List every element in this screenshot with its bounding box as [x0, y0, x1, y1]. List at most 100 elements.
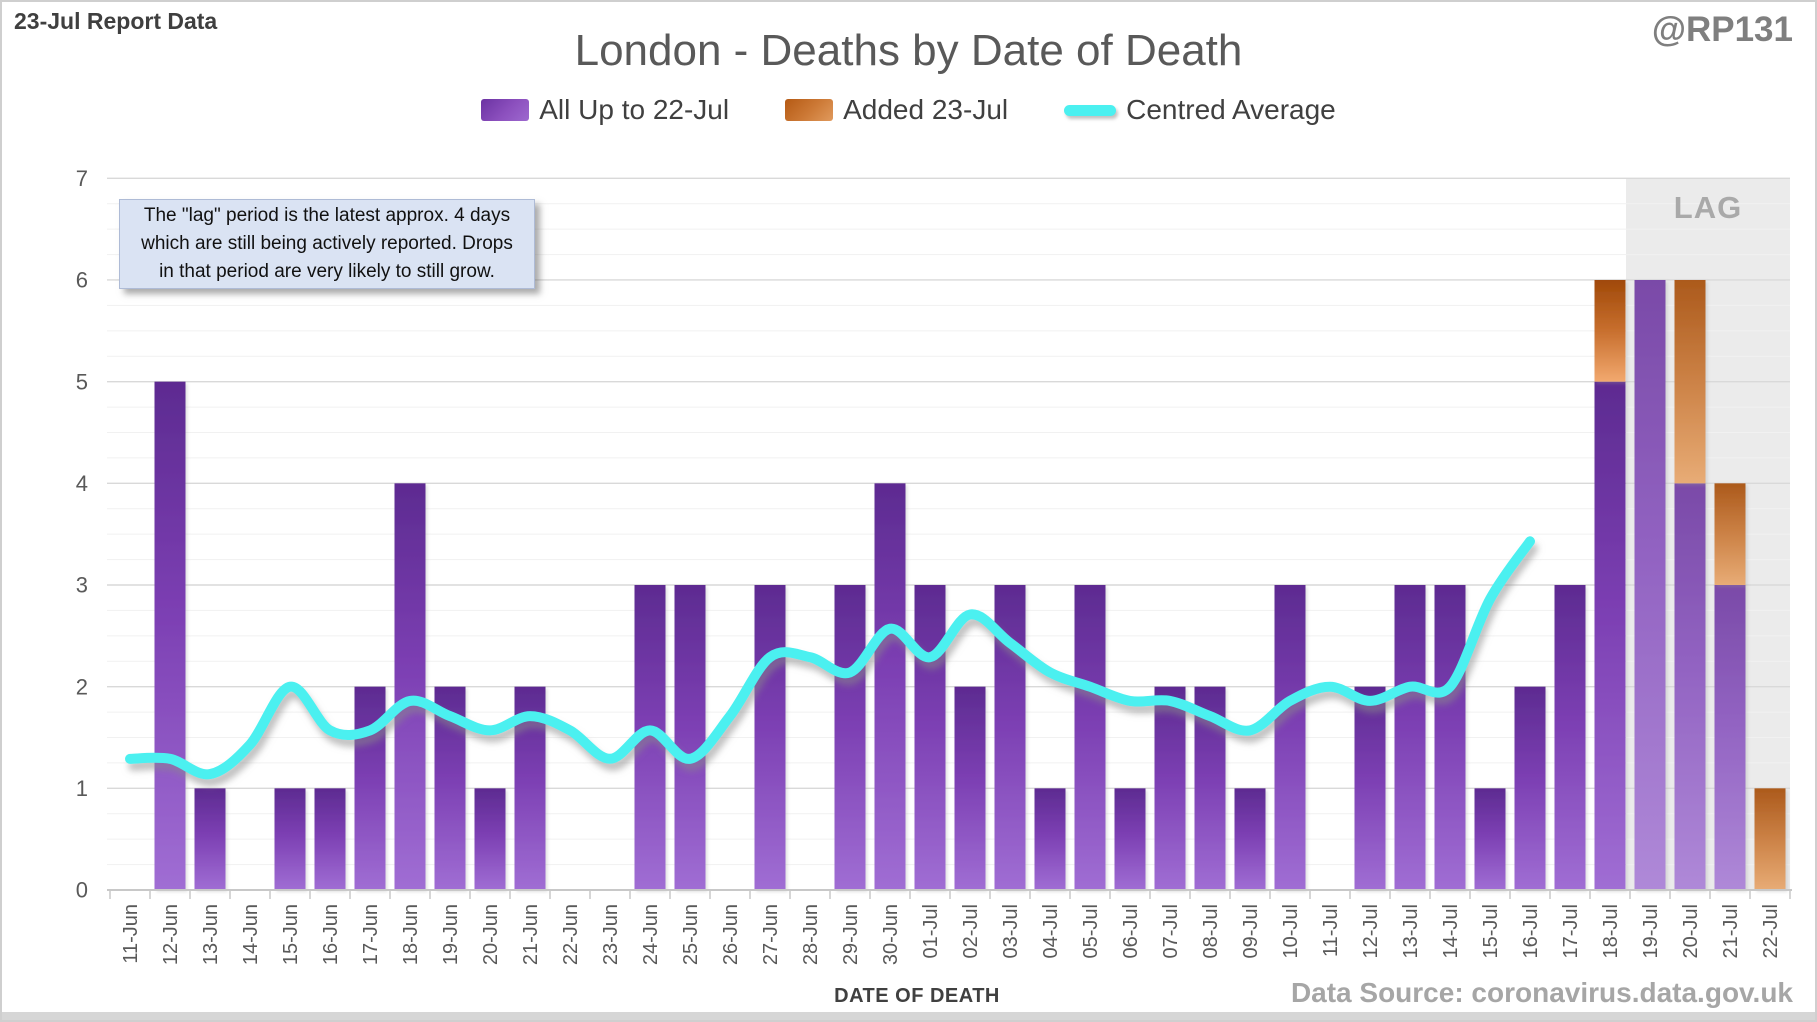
bar-added-18-Jul	[1594, 279, 1626, 382]
x-tick-label: 02-Jul	[960, 904, 982, 958]
lag-annotation-callout: The "lag" period is the latest approx. 4…	[119, 199, 535, 289]
chart-title: London - Deaths by Date of Death	[574, 26, 1243, 75]
bar-deaths-17-Jul	[1554, 584, 1586, 890]
bar-deaths-18-Jul	[1594, 381, 1626, 890]
bar-added-22-Jul	[1754, 788, 1786, 890]
x-tick-label: 18-Jul	[1600, 904, 1622, 958]
bar-deaths-30-Jun	[874, 483, 906, 890]
x-tick-label: 22-Jul	[1760, 904, 1782, 958]
data-source-credit: Data Source: coronavirus.data.gov.uk	[1290, 977, 1793, 1008]
y-tick-label: 5	[76, 369, 88, 394]
x-tick-label: 08-Jul	[1200, 904, 1222, 958]
legend-item-centred-average: Centred Average	[1064, 94, 1336, 126]
bar-added-20-Jul	[1674, 279, 1706, 484]
x-tick-label: 01-Jul	[920, 904, 942, 958]
bar-deaths-21-Jul	[1714, 584, 1746, 890]
bar-added-21-Jul	[1714, 483, 1746, 585]
x-tick-label: 10-Jul	[1280, 904, 1302, 958]
x-tick-label: 12-Jul	[1360, 904, 1382, 958]
bar-deaths-14-Jul	[1434, 584, 1466, 890]
y-tick-label: 6	[76, 268, 88, 293]
x-tick-label: 20-Jun	[480, 904, 502, 965]
x-tick-label: 19-Jul	[1640, 904, 1662, 958]
x-tick-label: 11-Jun	[120, 904, 142, 964]
y-tick-label: 2	[76, 674, 88, 699]
x-tick-label: 26-Jun	[720, 904, 742, 965]
bar-deaths-01-Jul	[914, 584, 946, 890]
x-tick-label: 21-Jul	[1720, 904, 1742, 958]
bar-deaths-13-Jun	[194, 788, 226, 890]
report-date-label: 23-Jul Report Data	[14, 8, 218, 34]
author-handle: @RP131	[1651, 10, 1793, 49]
x-tick-label: 04-Jul	[1040, 904, 1062, 958]
centred-average-line	[125, 536, 1535, 780]
x-tick-label: 14-Jun	[240, 904, 262, 965]
bar-deaths-20-Jun	[474, 788, 506, 890]
bar-deaths-19-Jul	[1634, 279, 1666, 891]
x-tick-label: 06-Jul	[1120, 904, 1142, 958]
x-tick-label: 11-Jul	[1320, 904, 1342, 957]
x-tick-label: 29-Jun	[840, 904, 862, 965]
bar-deaths-10-Jul	[1274, 584, 1306, 890]
bar-deaths-16-Jul	[1514, 686, 1546, 890]
legend: All Up to 22-Jul Added 23-Jul Centred Av…	[2, 94, 1815, 126]
bar-deaths-07-Jul	[1154, 686, 1186, 890]
x-tick-label: 21-Jun	[520, 904, 542, 965]
bar-deaths-27-Jun	[754, 584, 786, 890]
x-tick-label: 17-Jun	[360, 904, 382, 965]
bar-deaths-06-Jul	[1114, 788, 1146, 890]
cyan-line-swatch-icon	[1064, 104, 1117, 116]
x-tick-label: 23-Jun	[600, 904, 622, 965]
y-tick-label: 1	[76, 776, 88, 801]
x-tick-label: 15-Jun	[280, 904, 302, 965]
orange-bar-swatch-icon	[785, 99, 834, 121]
bottom-window-strip	[2, 1012, 1815, 1020]
legend-label: Added 23-Jul	[843, 94, 1009, 125]
bar-deaths-13-Jul	[1394, 584, 1426, 890]
x-tick-label: 24-Jun	[640, 904, 662, 965]
x-tick-label: 13-Jun	[200, 904, 222, 965]
x-tick-label: 16-Jul	[1520, 904, 1542, 958]
bar-deaths-12-Jun	[154, 381, 186, 890]
x-tick-label: 12-Jun	[160, 904, 182, 965]
bar-deaths-02-Jul	[954, 686, 986, 890]
x-tick-label: 16-Jun	[320, 904, 342, 965]
bar-deaths-25-Jun	[674, 584, 706, 890]
bar-deaths-09-Jul	[1234, 788, 1266, 890]
bar-deaths-29-Jun	[834, 584, 866, 890]
legend-item-added: Added 23-Jul	[785, 94, 1008, 126]
x-tick-label: 13-Jul	[1400, 904, 1422, 958]
x-tick-label: 27-Jun	[760, 904, 782, 965]
lag-region-label: LAG	[1673, 190, 1743, 225]
x-tick-label: 22-Jun	[560, 904, 582, 965]
bar-deaths-15-Jul	[1474, 788, 1506, 890]
x-tick-label: 07-Jul	[1160, 904, 1182, 958]
x-tick-label: 09-Jul	[1240, 904, 1262, 958]
x-tick-label: 14-Jul	[1440, 904, 1462, 958]
x-tick-label: 05-Jul	[1080, 904, 1102, 958]
x-tick-label: 19-Jun	[440, 904, 462, 965]
y-tick-label: 7	[76, 166, 88, 191]
bar-deaths-15-Jun	[274, 788, 306, 890]
bar-deaths-12-Jul	[1354, 686, 1386, 890]
bar-deaths-05-Jul	[1074, 584, 1106, 890]
x-tick-label: 15-Jul	[1480, 904, 1502, 958]
bar-deaths-04-Jul	[1034, 788, 1066, 890]
y-tick-label: 4	[76, 471, 88, 496]
x-tick-label: 28-Jun	[800, 904, 822, 965]
x-tick-label: 30-Jun	[880, 904, 902, 965]
x-tick-label: 25-Jun	[680, 904, 702, 965]
x-tick-label: 18-Jun	[400, 904, 422, 965]
x-tick-label: 03-Jul	[1000, 904, 1022, 958]
x-tick-label: 17-Jul	[1560, 904, 1582, 958]
bar-deaths-18-Jun	[394, 483, 426, 890]
x-axis-title: DATE OF DEATH	[834, 985, 1000, 1007]
bar-deaths-20-Jul	[1674, 483, 1706, 890]
legend-label: All Up to 22-Jul	[539, 94, 730, 125]
purple-bar-swatch-icon	[481, 99, 530, 121]
bar-deaths-16-Jun	[314, 788, 346, 890]
legend-label: Centred Average	[1126, 94, 1336, 125]
legend-item-all-up-to: All Up to 22-Jul	[481, 94, 729, 126]
